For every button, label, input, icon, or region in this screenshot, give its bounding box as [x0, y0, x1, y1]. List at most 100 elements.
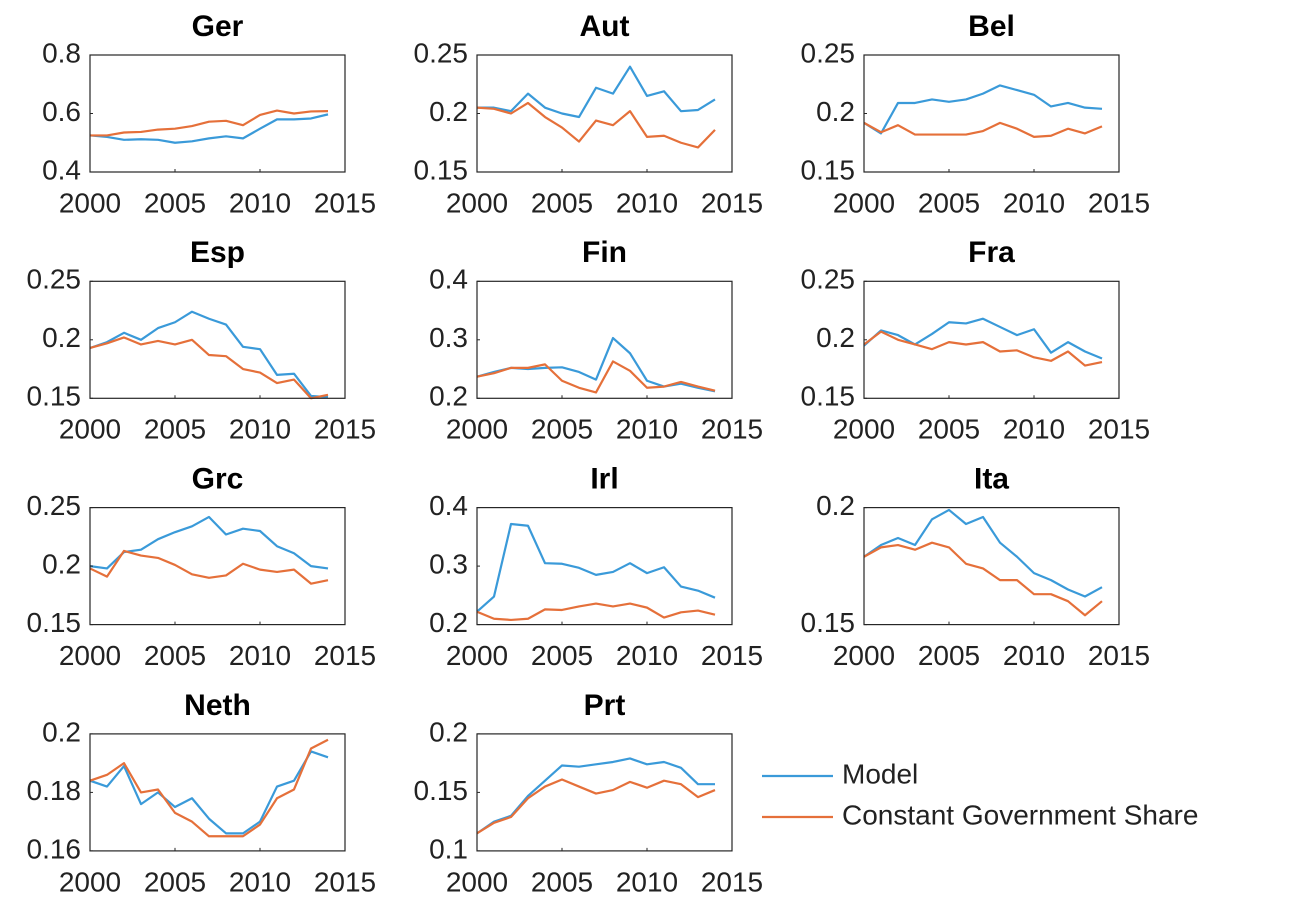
x-tick-label: 2000 — [59, 640, 121, 671]
y-tick-label: 0.25 — [414, 37, 469, 68]
x-tick-label: 2010 — [616, 866, 678, 897]
panel-title: Fra — [968, 236, 1015, 269]
y-tick-label: 0.2 — [429, 607, 468, 638]
x-tick-label: 2010 — [229, 866, 291, 897]
series-line — [863, 121, 1103, 138]
y-tick-label: 0.2 — [42, 716, 81, 747]
series-line — [863, 541, 1103, 617]
x-tick-label: 2010 — [616, 640, 678, 671]
x-tick-label: 2005 — [531, 414, 593, 445]
series-line — [476, 757, 715, 835]
series-line — [476, 360, 716, 394]
x-tick-label: 2000 — [446, 414, 508, 445]
panel-title: Fin — [582, 236, 627, 269]
x-tick-label: 2015 — [701, 414, 763, 445]
x-tick-label: 2005 — [144, 866, 206, 897]
x-tick-label: 2010 — [1003, 640, 1065, 671]
x-tick-label: 2000 — [446, 640, 508, 671]
x-tick-label: 2015 — [314, 187, 376, 218]
series-line — [476, 602, 716, 622]
panel-title: Ita — [974, 463, 1009, 496]
x-tick-label: 2015 — [701, 866, 763, 897]
y-tick-label: 0.2 — [816, 322, 855, 353]
series-line — [89, 750, 329, 835]
plot-frame — [476, 54, 733, 173]
y-tick-label: 0.2 — [429, 716, 468, 747]
x-tick-label: 2000 — [833, 187, 895, 218]
y-tick-label: 0.15 — [414, 775, 469, 806]
legend-label: Model — [842, 758, 918, 789]
plot-frame — [89, 54, 346, 173]
x-tick-label: 2000 — [59, 187, 121, 218]
x-tick-label: 2010 — [1003, 414, 1065, 445]
x-tick-label: 2015 — [314, 640, 376, 671]
x-tick-label: 2000 — [59, 866, 121, 897]
x-tick-label: 2000 — [833, 640, 895, 671]
x-tick-label: 2005 — [918, 187, 980, 218]
series-line — [476, 101, 716, 149]
y-tick-label: 0.1 — [429, 833, 468, 864]
x-tick-label: 2005 — [144, 414, 206, 445]
x-tick-label: 2010 — [229, 414, 291, 445]
x-tick-label: 2005 — [918, 640, 980, 671]
y-tick-label: 0.4 — [429, 490, 468, 521]
plot-frame — [89, 733, 346, 852]
y-tick-label: 0.15 — [27, 381, 82, 412]
y-tick-label: 0.2 — [429, 381, 468, 412]
series-line — [863, 330, 1103, 367]
x-tick-label: 2000 — [446, 866, 508, 897]
series-line — [89, 336, 329, 400]
panel-title: Bel — [968, 10, 1015, 43]
panel-title: Irl — [590, 463, 618, 496]
y-tick-label: 0.25 — [27, 490, 82, 521]
x-tick-label: 2015 — [1088, 640, 1150, 671]
y-tick-label: 0.25 — [27, 264, 82, 295]
y-tick-label: 0.3 — [429, 322, 468, 353]
x-tick-label: 2015 — [701, 640, 763, 671]
y-tick-label: 0.25 — [801, 264, 856, 295]
x-tick-label: 2010 — [616, 414, 678, 445]
series-line — [477, 65, 716, 119]
panel-title: Neth — [184, 689, 251, 722]
x-tick-label: 2015 — [314, 866, 376, 897]
series-line — [863, 508, 1103, 598]
y-tick-label: 0.15 — [414, 154, 469, 185]
x-tick-label: 2015 — [314, 414, 376, 445]
x-tick-label: 2010 — [616, 187, 678, 218]
series-line — [89, 738, 329, 838]
series-line — [89, 549, 329, 585]
y-tick-label: 0.6 — [42, 96, 81, 127]
x-tick-label: 2010 — [229, 640, 291, 671]
x-tick-label: 2015 — [1088, 414, 1150, 445]
series-line — [89, 310, 329, 399]
y-tick-label: 0.18 — [27, 775, 82, 806]
x-tick-label: 2005 — [918, 414, 980, 445]
x-tick-label: 2005 — [531, 866, 593, 897]
series-line — [89, 515, 329, 570]
series-line — [89, 113, 329, 144]
panel-title: Grc — [192, 463, 244, 496]
series-line — [476, 522, 716, 613]
x-tick-label: 2000 — [833, 414, 895, 445]
series-line — [90, 109, 329, 137]
y-tick-label: 0.8 — [42, 37, 81, 68]
x-tick-label: 2015 — [701, 187, 763, 218]
x-tick-label: 2005 — [531, 640, 593, 671]
x-tick-label: 2010 — [229, 187, 291, 218]
legend-label: Constant Government Share — [842, 799, 1198, 830]
x-tick-label: 2015 — [1088, 187, 1150, 218]
series-line — [863, 84, 1103, 135]
y-tick-label: 0.16 — [27, 833, 82, 864]
x-tick-label: 2005 — [144, 640, 206, 671]
y-tick-label: 0.15 — [801, 607, 856, 638]
y-tick-label: 0.4 — [429, 264, 468, 295]
plot-frame — [863, 280, 1120, 399]
series-line — [476, 778, 716, 835]
y-tick-label: 0.2 — [42, 548, 81, 579]
y-tick-label: 0.2 — [816, 96, 855, 127]
x-tick-label: 2005 — [531, 187, 593, 218]
x-tick-label: 2010 — [1003, 187, 1065, 218]
panel-title: Aut — [580, 10, 630, 43]
